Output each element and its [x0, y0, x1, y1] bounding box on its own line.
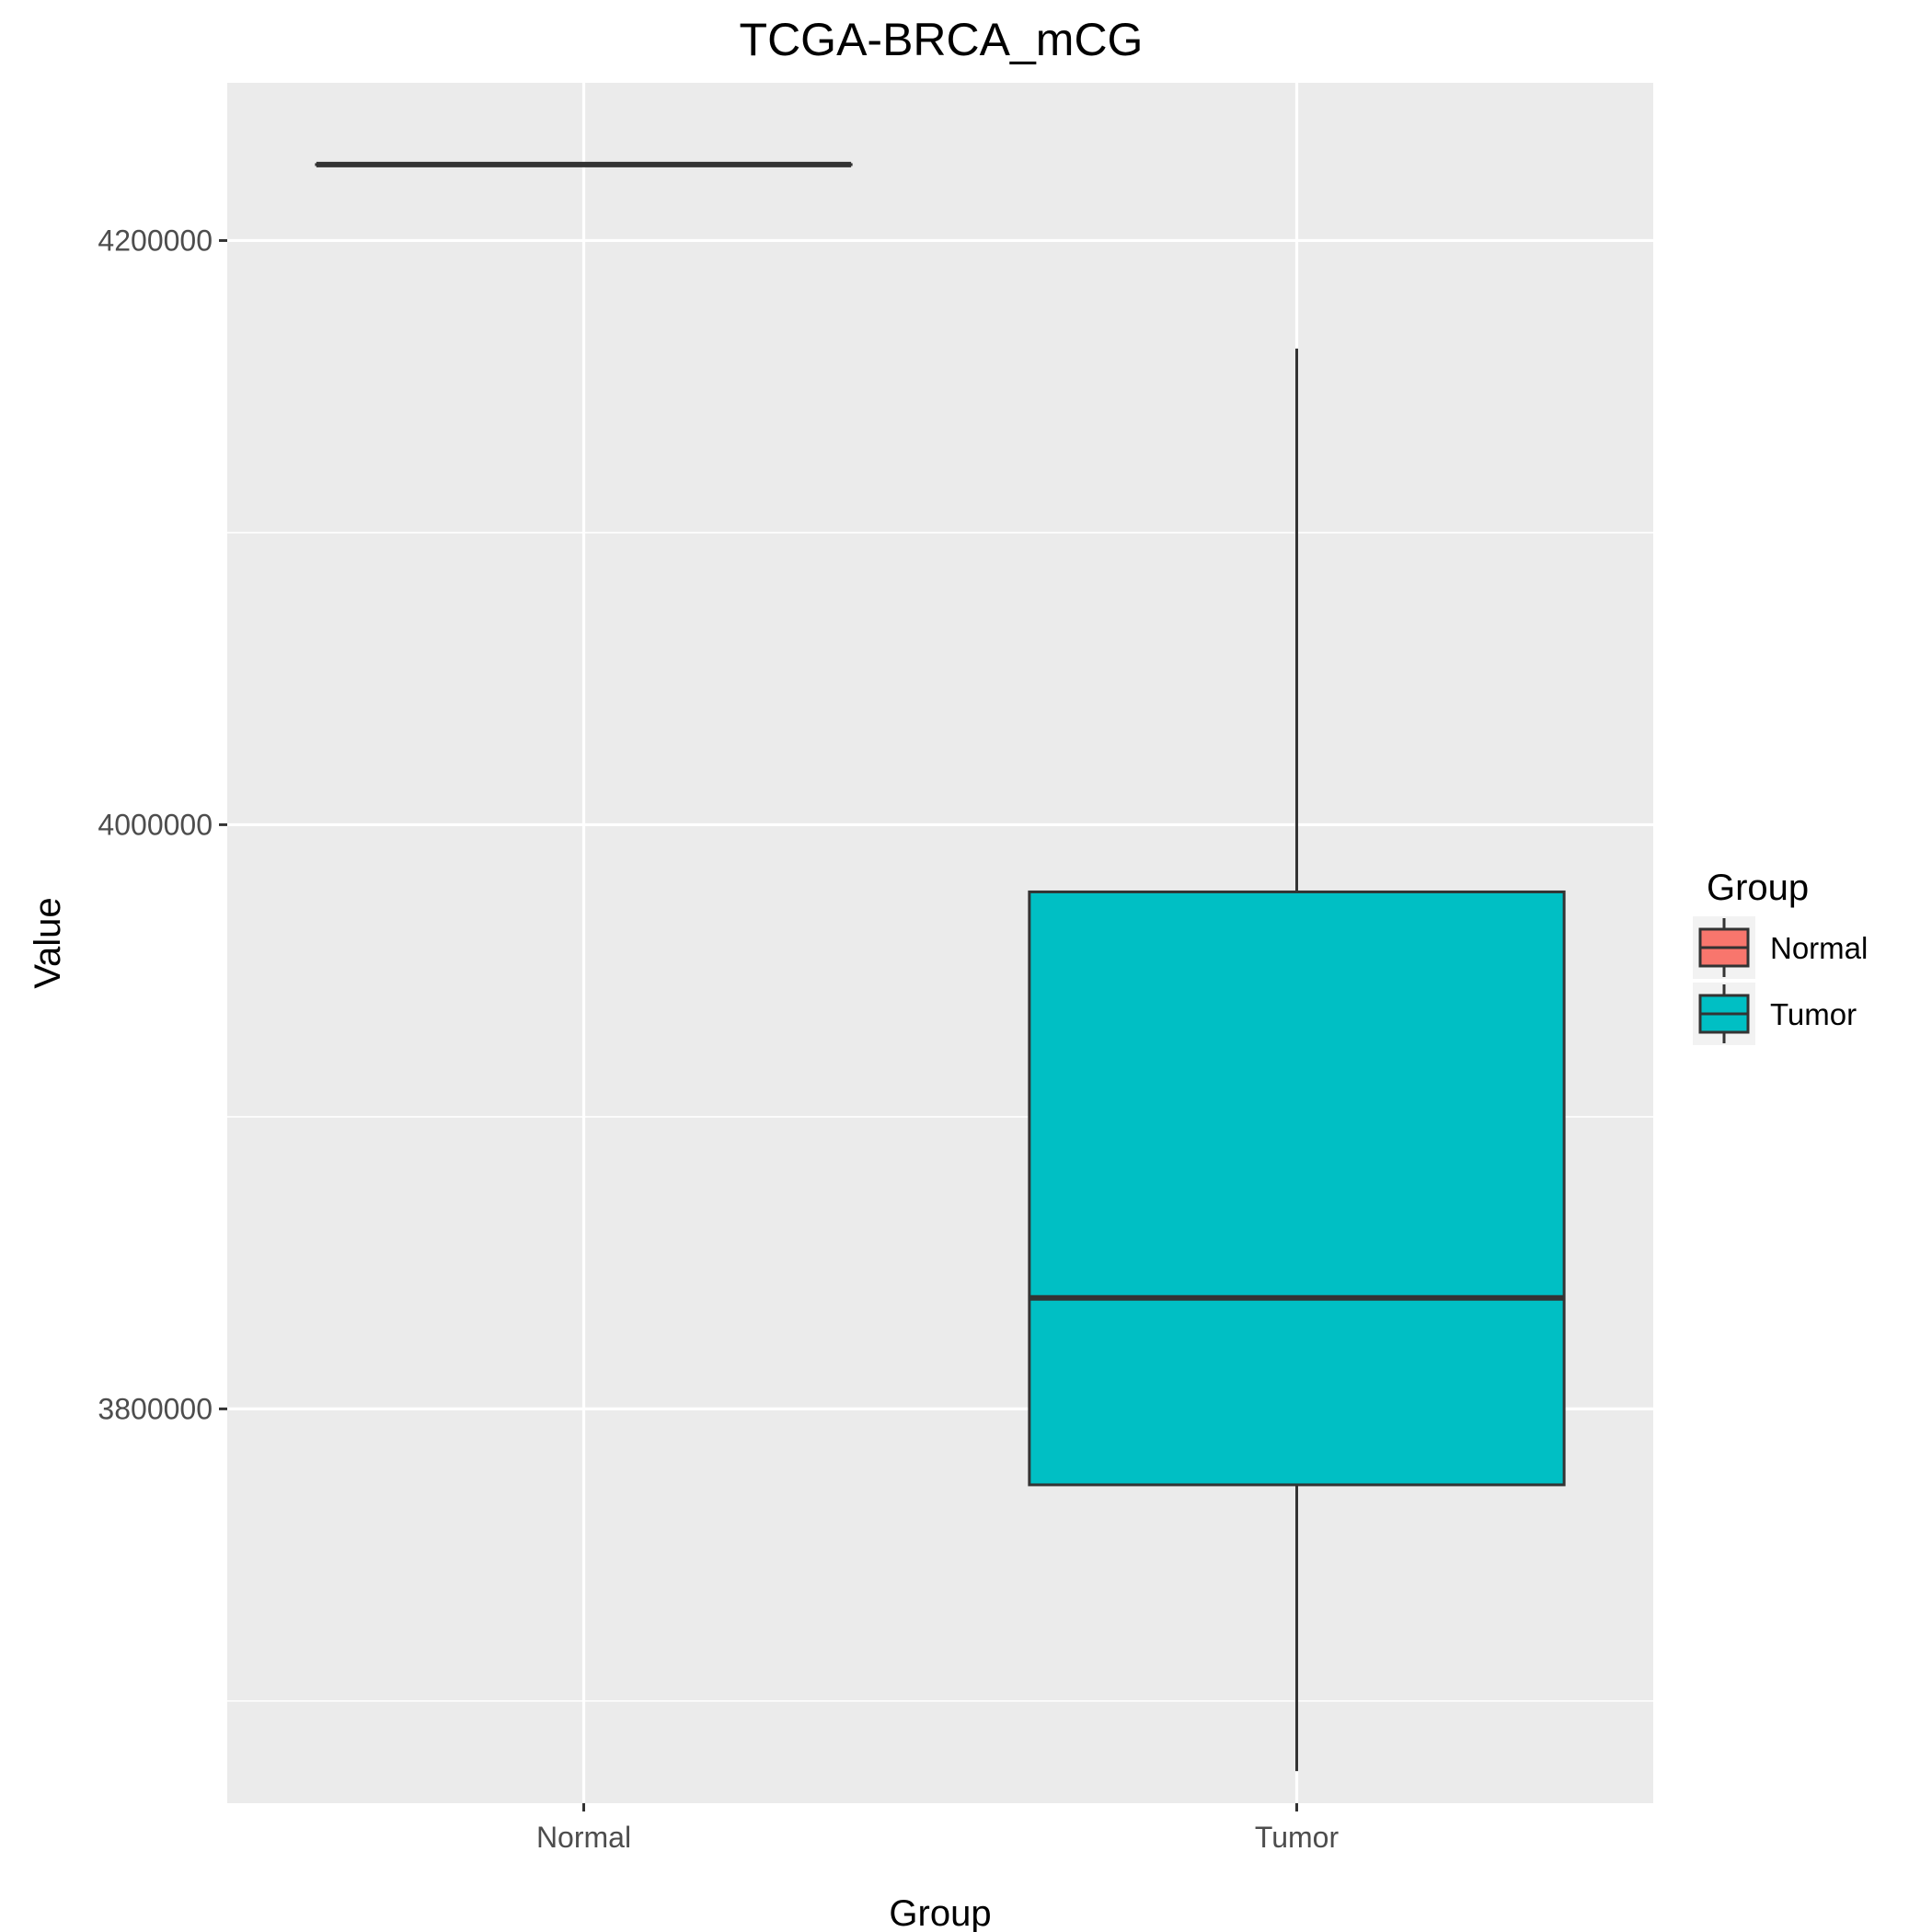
box-body [1028, 890, 1566, 1487]
y-axis-title: Value [28, 897, 68, 988]
chart-title: TCGA-BRCA_mCG [740, 14, 1144, 65]
x-axis: Normal Tumor [536, 1803, 1340, 1854]
x-tick-label: Normal [536, 1821, 631, 1854]
y-tick-label: 4200000 [98, 224, 213, 257]
box-tumor [1028, 348, 1566, 1772]
legend-label: Normal [1770, 931, 1868, 965]
x-tick-label: Tumor [1255, 1821, 1340, 1854]
legend-title: Group [1707, 868, 1809, 908]
legend-label: Tumor [1770, 997, 1857, 1031]
legend-item-normal: Normal [1693, 916, 1868, 979]
y-tick-label: 4000000 [98, 808, 213, 841]
y-axis: 3800000 4000000 4200000 [98, 224, 227, 1425]
y-tick-label: 3800000 [98, 1392, 213, 1425]
x-axis-title: Group [889, 1893, 991, 1932]
legend-item-tumor: Tumor [1693, 983, 1857, 1045]
boxes [315, 161, 1566, 1772]
legend: Group Normal Tumor [1693, 868, 1868, 1045]
